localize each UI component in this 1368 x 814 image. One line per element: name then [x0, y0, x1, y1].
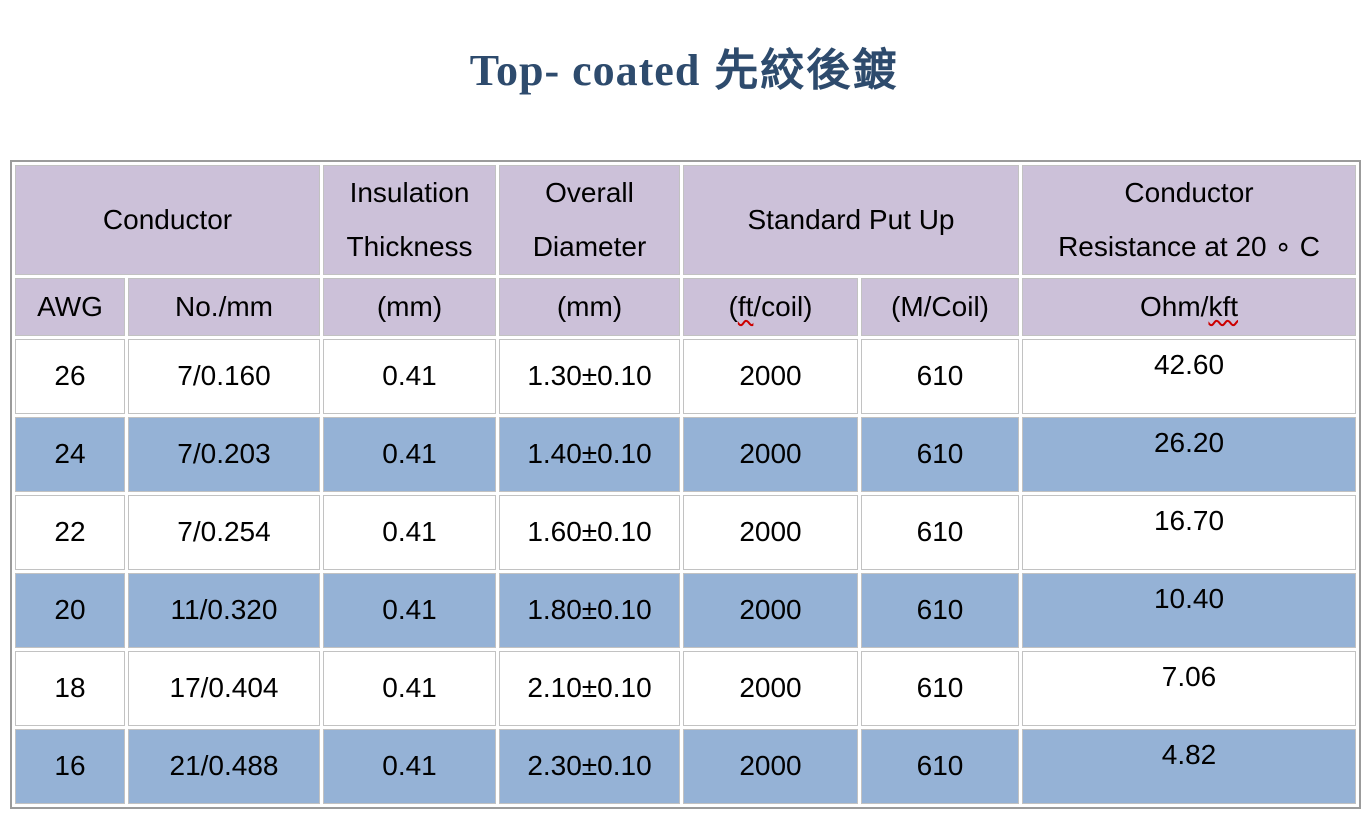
cell-resistance: 16.70 — [1022, 494, 1356, 570]
header-insulation-thickness: Insulation Thickness — [323, 165, 496, 275]
table-row: 24 7/0.203 0.41 1.40±0.10 2000 610 26.20 — [15, 416, 1356, 492]
cell-ft-coil: 2000 — [683, 728, 858, 804]
cell-ft-coil: 2000 — [683, 572, 858, 648]
cell-ft-coil: 2000 — [683, 494, 858, 570]
cell-insulation: 0.41 — [323, 416, 496, 492]
cell-insulation: 0.41 — [323, 572, 496, 648]
wire-spec-table: Conductor Insulation Thickness Overall D… — [12, 162, 1359, 807]
cell-awg: 26 — [15, 338, 125, 414]
header-resistance-line2: Resistance at 20 ∘ C — [1058, 230, 1320, 262]
cell-resistance: 7.06 — [1022, 650, 1356, 726]
table-row: 20 11/0.320 0.41 1.80±0.10 2000 610 10.4… — [15, 572, 1356, 648]
cell-m-coil: 610 — [861, 728, 1019, 804]
header-overall-diameter: Overall Diameter — [499, 165, 680, 275]
header-insulation-unit: (mm) — [323, 277, 496, 336]
header-overall-line1: Overall — [545, 177, 634, 208]
spec-table-body: 26 7/0.160 0.41 1.30±0.10 2000 610 42.60… — [15, 338, 1356, 804]
header-overall-line2: Diameter — [532, 230, 647, 262]
cell-ft-coil: 2000 — [683, 338, 858, 414]
cell-m-coil: 610 — [861, 416, 1019, 492]
cell-resistance: 10.40 — [1022, 572, 1356, 648]
cell-m-coil: 610 — [861, 494, 1019, 570]
header-diameter-unit: (mm) — [499, 277, 680, 336]
cell-diameter: 1.80±0.10 — [499, 572, 680, 648]
table-row: 26 7/0.160 0.41 1.30±0.10 2000 610 42.60 — [15, 338, 1356, 414]
cell-awg: 20 — [15, 572, 125, 648]
header-resistance-line1: Conductor — [1124, 177, 1254, 208]
cell-resistance: 26.20 — [1022, 416, 1356, 492]
header-insulation-line2: Thickness — [346, 230, 473, 262]
header-conductor-resistance: Conductor Resistance at 20 ∘ C — [1022, 165, 1356, 275]
cell-awg: 22 — [15, 494, 125, 570]
spec-table-header: Conductor Insulation Thickness Overall D… — [15, 165, 1356, 336]
cell-diameter: 2.30±0.10 — [499, 728, 680, 804]
cell-insulation: 0.41 — [323, 338, 496, 414]
cell-m-coil: 610 — [861, 650, 1019, 726]
cell-no-mm: 17/0.404 — [128, 650, 320, 726]
cell-m-coil: 610 — [861, 572, 1019, 648]
cell-diameter: 1.60±0.10 — [499, 494, 680, 570]
header-ohm-kft: Ohm/kft — [1022, 277, 1356, 336]
spellcheck-kft: kft — [1208, 290, 1239, 322]
cell-diameter: 1.40±0.10 — [499, 416, 680, 492]
cell-insulation: 0.41 — [323, 650, 496, 726]
table-row: 16 21/0.488 0.41 2.30±0.10 2000 610 4.82 — [15, 728, 1356, 804]
cell-no-mm: 7/0.160 — [128, 338, 320, 414]
cell-no-mm: 7/0.254 — [128, 494, 320, 570]
header-ft-coil: (ft/coil) — [683, 277, 858, 336]
table-row: 22 7/0.254 0.41 1.60±0.10 2000 610 16.70 — [15, 494, 1356, 570]
header-conductor: Conductor — [15, 165, 320, 275]
cell-diameter: 1.30±0.10 — [499, 338, 680, 414]
spec-table-container: Conductor Insulation Thickness Overall D… — [10, 160, 1361, 809]
cell-awg: 24 — [15, 416, 125, 492]
cell-ft-coil: 2000 — [683, 416, 858, 492]
header-sub-row: AWG No./mm (mm) (mm) (ft/coil) (M/Coil) … — [15, 277, 1356, 336]
cell-ft-coil: 2000 — [683, 650, 858, 726]
header-insulation-line1: Insulation — [349, 177, 470, 208]
table-row: 18 17/0.404 0.41 2.10±0.10 2000 610 7.06 — [15, 650, 1356, 726]
cell-insulation: 0.41 — [323, 494, 496, 570]
header-awg: AWG — [15, 277, 125, 336]
cell-diameter: 2.10±0.10 — [499, 650, 680, 726]
page-title: Top- coated 先絞後鍍 — [0, 34, 1368, 98]
page-title-zh: 先絞後鍍 — [714, 46, 899, 95]
header-standard-put-up: Standard Put Up — [683, 165, 1019, 275]
cell-no-mm: 21/0.488 — [128, 728, 320, 804]
header-no-mm: No./mm — [128, 277, 320, 336]
header-group-row: Conductor Insulation Thickness Overall D… — [15, 165, 1356, 275]
cell-resistance: 4.82 — [1022, 728, 1356, 804]
cell-m-coil: 610 — [861, 338, 1019, 414]
cell-awg: 18 — [15, 650, 125, 726]
cell-no-mm: 11/0.320 — [128, 572, 320, 648]
cell-awg: 16 — [15, 728, 125, 804]
header-m-coil: (M/Coil) — [861, 277, 1019, 336]
cell-resistance: 42.60 — [1022, 338, 1356, 414]
spellcheck-ft: ft — [737, 290, 754, 322]
cell-no-mm: 7/0.203 — [128, 416, 320, 492]
page-title-en: Top- coated — [469, 46, 701, 95]
cell-insulation: 0.41 — [323, 728, 496, 804]
